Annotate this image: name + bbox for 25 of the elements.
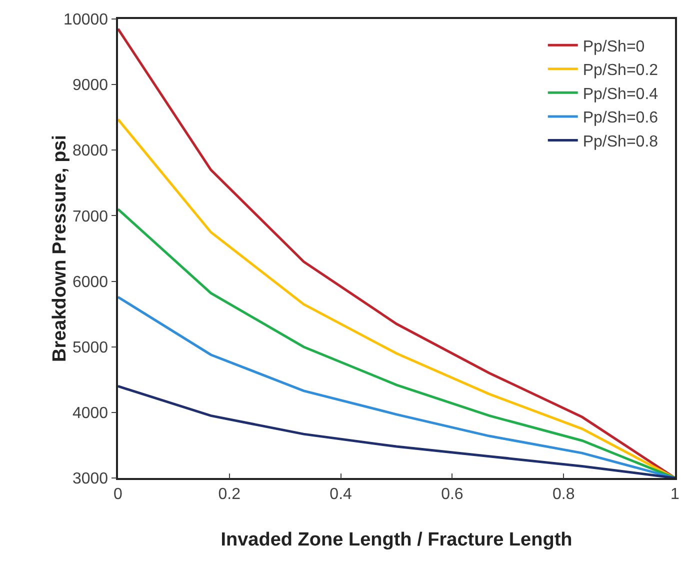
y-tick-label: 5000 — [72, 339, 108, 356]
x-tick-label: 0.8 — [552, 486, 575, 503]
line-series — [118, 28, 675, 478]
y-tick-label: 10000 — [64, 12, 108, 29]
line-series — [118, 296, 675, 478]
y-tick-label: 3000 — [72, 470, 108, 488]
legend-label: Pp/Sh=0.8 — [582, 134, 658, 151]
x-tick-label: 0.6 — [441, 486, 464, 503]
y-axis-title: Breakdown Pressure, psi — [49, 134, 70, 362]
line-series — [118, 384, 675, 478]
x-tick-label: 0.2 — [218, 486, 241, 503]
y-tick-label: 7000 — [72, 208, 108, 226]
legend-label: Pp/Sh=0 — [582, 38, 645, 56]
y-tick-label: 8000 — [72, 142, 108, 160]
legend-label: Pp/Sh=0.6 — [582, 110, 658, 127]
x-tick-label: 0.4 — [330, 486, 352, 503]
y-tick-label: 4000 — [72, 405, 108, 422]
y-tick-label: 6000 — [72, 274, 108, 291]
y-tick-label: 9000 — [72, 77, 108, 94]
x-tick-label: 1 — [670, 486, 680, 503]
x-tick-label: 0 — [114, 486, 123, 503]
line-series — [118, 208, 675, 478]
x-axis-title: Invaded Zone Length / Fracture Length — [220, 530, 572, 550]
legend-label: Pp/Sh=0.2 — [582, 62, 658, 80]
legend-label: Pp/Sh=0.4 — [582, 86, 658, 103]
